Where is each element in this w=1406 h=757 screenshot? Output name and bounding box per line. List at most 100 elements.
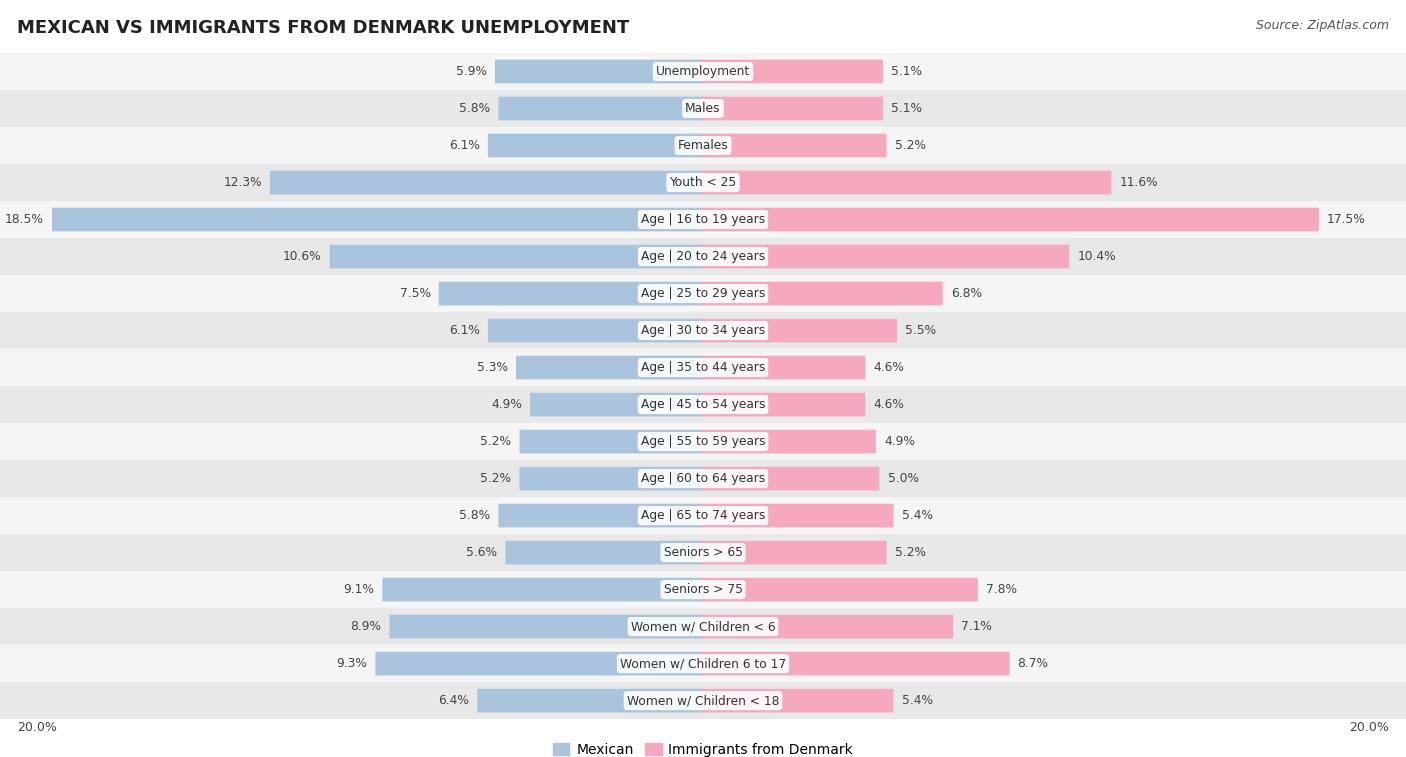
FancyBboxPatch shape <box>0 238 1406 275</box>
Text: Age | 35 to 44 years: Age | 35 to 44 years <box>641 361 765 374</box>
Text: Males: Males <box>685 102 721 115</box>
FancyBboxPatch shape <box>703 503 894 528</box>
Text: Age | 65 to 74 years: Age | 65 to 74 years <box>641 509 765 522</box>
Text: Unemployment: Unemployment <box>655 65 751 78</box>
FancyBboxPatch shape <box>488 319 704 342</box>
Text: Age | 60 to 64 years: Age | 60 to 64 years <box>641 472 765 485</box>
FancyBboxPatch shape <box>0 682 1406 719</box>
Legend: Mexican, Immigrants from Denmark: Mexican, Immigrants from Denmark <box>547 737 859 757</box>
Text: 5.4%: 5.4% <box>901 694 932 707</box>
Text: 10.6%: 10.6% <box>283 250 322 263</box>
FancyBboxPatch shape <box>0 423 1406 460</box>
FancyBboxPatch shape <box>520 467 704 491</box>
FancyBboxPatch shape <box>703 467 880 491</box>
Text: 11.6%: 11.6% <box>1119 176 1159 189</box>
FancyBboxPatch shape <box>703 356 866 379</box>
Text: 5.2%: 5.2% <box>481 435 512 448</box>
FancyBboxPatch shape <box>703 652 1010 675</box>
Text: 18.5%: 18.5% <box>6 213 44 226</box>
FancyBboxPatch shape <box>520 430 704 453</box>
FancyBboxPatch shape <box>52 207 704 232</box>
FancyBboxPatch shape <box>0 608 1406 645</box>
FancyBboxPatch shape <box>0 497 1406 534</box>
Text: 12.3%: 12.3% <box>224 176 262 189</box>
Text: Seniors > 65: Seniors > 65 <box>664 546 742 559</box>
Text: MEXICAN VS IMMIGRANTS FROM DENMARK UNEMPLOYMENT: MEXICAN VS IMMIGRANTS FROM DENMARK UNEMP… <box>17 19 628 37</box>
Text: 8.9%: 8.9% <box>350 620 381 633</box>
FancyBboxPatch shape <box>499 97 704 120</box>
FancyBboxPatch shape <box>382 578 704 602</box>
Text: 5.1%: 5.1% <box>891 65 922 78</box>
Text: 5.0%: 5.0% <box>887 472 918 485</box>
Text: 5.3%: 5.3% <box>477 361 508 374</box>
FancyBboxPatch shape <box>703 282 942 305</box>
Text: 6.1%: 6.1% <box>449 139 479 152</box>
FancyBboxPatch shape <box>0 90 1406 127</box>
Text: 10.4%: 10.4% <box>1077 250 1116 263</box>
FancyBboxPatch shape <box>703 134 886 157</box>
Text: 7.8%: 7.8% <box>986 583 1017 596</box>
FancyBboxPatch shape <box>506 540 704 565</box>
FancyBboxPatch shape <box>0 534 1406 571</box>
FancyBboxPatch shape <box>516 356 704 379</box>
FancyBboxPatch shape <box>330 245 704 269</box>
Text: 8.7%: 8.7% <box>1018 657 1049 670</box>
FancyBboxPatch shape <box>703 245 1069 269</box>
Text: 7.5%: 7.5% <box>399 287 430 300</box>
FancyBboxPatch shape <box>488 134 704 157</box>
Text: 9.1%: 9.1% <box>343 583 374 596</box>
FancyBboxPatch shape <box>703 540 886 565</box>
Text: Age | 30 to 34 years: Age | 30 to 34 years <box>641 324 765 337</box>
Text: 5.2%: 5.2% <box>894 139 925 152</box>
FancyBboxPatch shape <box>270 170 704 195</box>
Text: 5.2%: 5.2% <box>481 472 512 485</box>
FancyBboxPatch shape <box>0 312 1406 349</box>
Text: 5.5%: 5.5% <box>905 324 936 337</box>
Text: 5.8%: 5.8% <box>460 509 491 522</box>
FancyBboxPatch shape <box>0 53 1406 90</box>
Text: Age | 25 to 29 years: Age | 25 to 29 years <box>641 287 765 300</box>
FancyBboxPatch shape <box>0 275 1406 312</box>
Text: 17.5%: 17.5% <box>1327 213 1365 226</box>
FancyBboxPatch shape <box>703 60 883 83</box>
Text: 5.8%: 5.8% <box>460 102 491 115</box>
FancyBboxPatch shape <box>0 349 1406 386</box>
Text: Females: Females <box>678 139 728 152</box>
Text: 5.6%: 5.6% <box>467 546 498 559</box>
Text: 7.1%: 7.1% <box>962 620 993 633</box>
FancyBboxPatch shape <box>0 645 1406 682</box>
Text: 9.3%: 9.3% <box>336 657 367 670</box>
Text: 5.9%: 5.9% <box>456 65 486 78</box>
Text: 4.6%: 4.6% <box>873 361 904 374</box>
FancyBboxPatch shape <box>0 201 1406 238</box>
Text: 5.1%: 5.1% <box>891 102 922 115</box>
Text: Source: ZipAtlas.com: Source: ZipAtlas.com <box>1256 19 1389 32</box>
FancyBboxPatch shape <box>0 164 1406 201</box>
FancyBboxPatch shape <box>530 393 704 416</box>
FancyBboxPatch shape <box>703 615 953 638</box>
FancyBboxPatch shape <box>703 393 866 416</box>
FancyBboxPatch shape <box>375 652 704 675</box>
FancyBboxPatch shape <box>703 207 1319 232</box>
Text: Women w/ Children 6 to 17: Women w/ Children 6 to 17 <box>620 657 786 670</box>
Text: Age | 20 to 24 years: Age | 20 to 24 years <box>641 250 765 263</box>
FancyBboxPatch shape <box>703 689 894 712</box>
Text: 6.4%: 6.4% <box>439 694 470 707</box>
Text: Age | 45 to 54 years: Age | 45 to 54 years <box>641 398 765 411</box>
FancyBboxPatch shape <box>0 571 1406 608</box>
FancyBboxPatch shape <box>703 97 883 120</box>
Text: 4.9%: 4.9% <box>491 398 522 411</box>
Text: 5.4%: 5.4% <box>901 509 932 522</box>
Text: Women w/ Children < 6: Women w/ Children < 6 <box>631 620 775 633</box>
Text: 4.9%: 4.9% <box>884 435 915 448</box>
Text: Seniors > 75: Seniors > 75 <box>664 583 742 596</box>
FancyBboxPatch shape <box>0 460 1406 497</box>
Text: Women w/ Children < 18: Women w/ Children < 18 <box>627 694 779 707</box>
FancyBboxPatch shape <box>499 503 704 528</box>
Text: Age | 55 to 59 years: Age | 55 to 59 years <box>641 435 765 448</box>
FancyBboxPatch shape <box>703 170 1111 195</box>
Text: Youth < 25: Youth < 25 <box>669 176 737 189</box>
FancyBboxPatch shape <box>0 127 1406 164</box>
FancyBboxPatch shape <box>439 282 704 305</box>
FancyBboxPatch shape <box>495 60 704 83</box>
